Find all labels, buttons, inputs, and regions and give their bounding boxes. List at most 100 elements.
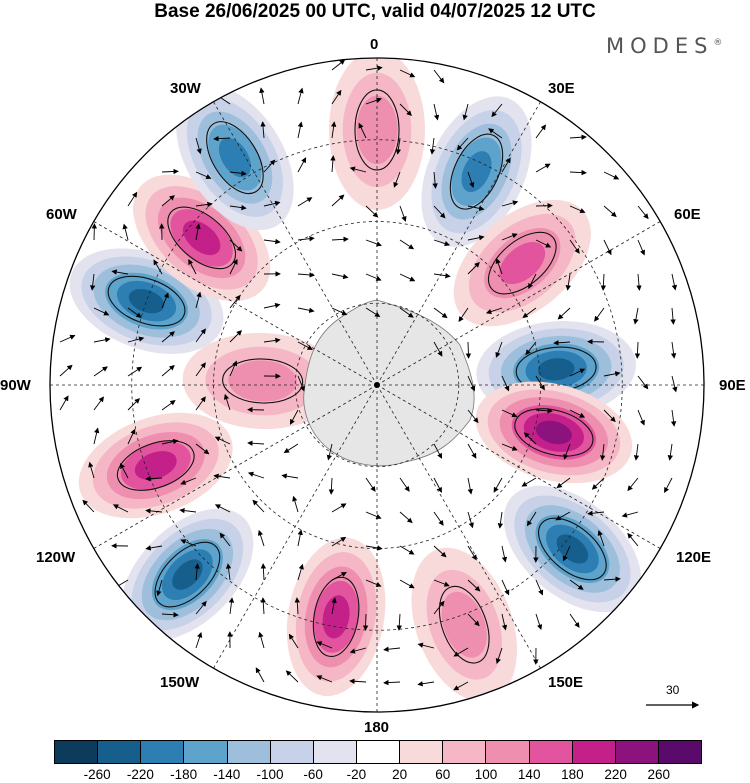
anomaly-contour [461, 151, 492, 193]
wind-arrow [467, 261, 480, 275]
wind-arrow [349, 678, 367, 684]
wind-arrow [258, 631, 265, 649]
wind-arrow [229, 204, 247, 211]
wind-arrow [365, 579, 382, 587]
wind-arrow [603, 239, 612, 256]
wind-arrow [112, 504, 129, 513]
streamline [222, 358, 304, 404]
wind-arrow [365, 239, 382, 247]
wind-arrow [497, 511, 504, 529]
wind-arrow [145, 508, 163, 514]
wind-arrow [569, 205, 586, 214]
wind-arrow [328, 477, 335, 495]
colorbar-tick-label: 180 [561, 767, 584, 782]
wind-arrow [535, 613, 543, 631]
wind-arrow [145, 476, 163, 482]
wind-arrow [127, 191, 138, 207]
wind-arrow [252, 499, 265, 513]
wind-arrow [195, 137, 202, 155]
wind-arrow [395, 137, 402, 155]
wind-arrow [535, 375, 545, 391]
lon-label-30e: 30E [548, 80, 575, 97]
wind-arrow [285, 670, 299, 683]
wind-arrow [429, 137, 436, 155]
wind-arrow [161, 292, 169, 309]
wind-arrow [569, 579, 584, 590]
wind-arrow [180, 477, 197, 485]
wind-arrow [195, 396, 206, 411]
wind-arrow [569, 409, 586, 418]
colorbar-tick-label: -140 [213, 767, 241, 782]
wind-arrow [535, 163, 551, 173]
wind-arrow [591, 477, 605, 490]
wind-arrow [161, 331, 175, 343]
wind-arrow [467, 171, 475, 188]
wind-arrow [297, 87, 304, 105]
streamline [206, 121, 264, 195]
wind-arrow [467, 409, 479, 424]
wind-arrow [603, 205, 617, 218]
wind-arrow [179, 507, 197, 514]
colorbar-tick-label: -220 [126, 767, 154, 782]
wind-arrow [365, 97, 382, 105]
wind-arrow [433, 69, 445, 84]
latitude-circle [294, 302, 460, 468]
wind-arrow [127, 307, 142, 318]
wind-arrow [671, 375, 678, 393]
wind-arrow [399, 239, 415, 250]
wind-arrow [93, 396, 104, 411]
wind-arrow [331, 59, 346, 71]
wind-arrow [396, 613, 402, 631]
wind-arrow [289, 409, 299, 425]
graticule [50, 58, 704, 712]
reference-vector-label: 30 [666, 683, 680, 697]
wind-arrow [523, 432, 537, 445]
wind-arrow [627, 532, 639, 547]
wind-arrow [553, 340, 571, 346]
wind-arrow [161, 400, 176, 411]
wind-arrow [365, 477, 376, 492]
colorbar-swatch [442, 741, 486, 763]
meridian-line [376, 384, 541, 669]
wind-arrow [600, 443, 606, 461]
streamline [449, 133, 504, 210]
wind-arrow [195, 201, 213, 208]
wind-arrow [569, 134, 587, 140]
meridian-line [213, 101, 378, 386]
wind-arrow [671, 273, 678, 291]
lon-label-30w: 30W [170, 80, 201, 97]
wind-arrow [297, 529, 303, 547]
wind-arrow [88, 461, 95, 479]
lon-label-180: 180 [364, 719, 390, 736]
colorbar-swatch [571, 741, 615, 763]
colorbar-tick-label: 60 [435, 767, 451, 782]
wind-arrow [188, 258, 197, 275]
wind-arrow [383, 646, 401, 652]
wind-arrow [263, 200, 281, 207]
wind-arrow [399, 69, 416, 78]
wind-arrow [621, 511, 639, 518]
wind-arrow [597, 530, 605, 547]
colorbar-tick-label: -100 [256, 767, 284, 782]
wind-arrow [228, 597, 235, 615]
wind-arrow [362, 613, 369, 631]
wind-arrow [263, 238, 281, 245]
wind-arrow [263, 337, 281, 344]
wind-vectors [59, 59, 678, 691]
wind-arrow [525, 341, 537, 356]
wind-arrow [526, 511, 537, 527]
wind-arrow [465, 341, 472, 359]
wind-arrow [495, 647, 503, 665]
wind-arrow [667, 443, 673, 461]
colorbar-swatch [226, 741, 270, 763]
wind-arrow [294, 597, 300, 615]
lon-label-120e: 120E [676, 549, 712, 566]
wind-arrow [331, 572, 347, 581]
wind-arrow [562, 545, 571, 562]
wind-arrow [263, 159, 276, 173]
anomaly-contour [441, 591, 487, 658]
wind-arrow [349, 166, 367, 173]
wind-arrow [399, 579, 415, 589]
wind-arrow [433, 341, 443, 357]
wind-arrow [594, 307, 605, 322]
